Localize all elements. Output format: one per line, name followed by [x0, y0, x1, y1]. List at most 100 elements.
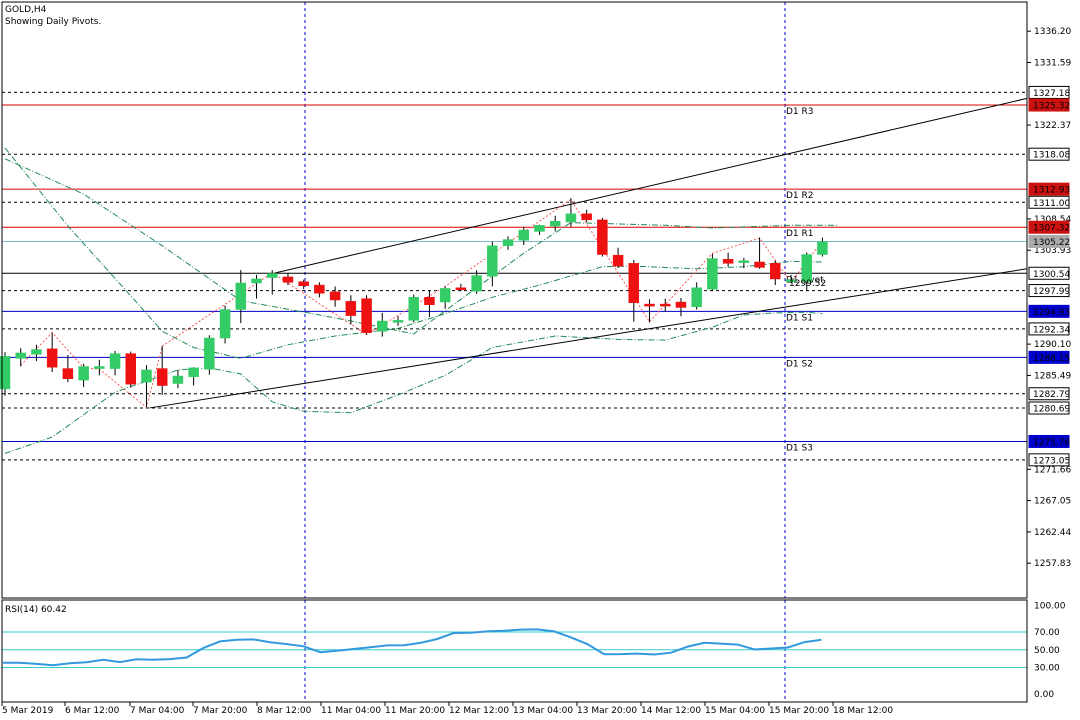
- bullish-candle: [172, 375, 184, 384]
- bullish-candle: [251, 278, 262, 284]
- pivot-label: D1 R2: [786, 191, 814, 201]
- bullish-candle: [691, 287, 702, 308]
- price-axis-label: 1322.37: [1034, 121, 1071, 131]
- price-tag-box: [1028, 234, 1070, 248]
- partial-price-label: 1299.52: [789, 279, 826, 289]
- price-tag-label: 1327.18: [1033, 89, 1070, 99]
- bearish-candle: [314, 284, 325, 294]
- bearish-candle: [675, 301, 687, 308]
- price-axis-label: 1308.54: [1034, 215, 1071, 225]
- price-axis-label: 1290.10: [1034, 340, 1071, 350]
- price-panel-border: [1, 1, 1028, 599]
- bearish-candle: [754, 261, 765, 268]
- bullish-candle: [377, 320, 388, 332]
- price-tag-label: 1294.93: [1033, 308, 1070, 318]
- pivot-label: D1 R1: [786, 229, 814, 239]
- price-tag-box: [1028, 284, 1070, 298]
- price-axis-label: 1303.93: [1034, 246, 1071, 256]
- bullish-candle: [78, 366, 89, 381]
- price-tag-label: 1280.69: [1033, 404, 1070, 414]
- pivot-label: D1 S1: [786, 313, 813, 323]
- price-tag-label: 1297.99: [1033, 287, 1070, 297]
- price-tag-label: 1273.05: [1033, 456, 1070, 466]
- bullish-candle: [565, 213, 577, 223]
- moving-average-line: [4, 311, 823, 454]
- price-tag-box: [1028, 220, 1070, 234]
- bearish-candle: [282, 276, 294, 283]
- price-tag-box: [1028, 147, 1070, 161]
- bearish-candle: [46, 348, 58, 368]
- bullish-candle: [141, 369, 152, 383]
- price-tag-box: [1028, 98, 1070, 112]
- bullish-candle: [94, 366, 105, 369]
- bullish-candle: [392, 320, 404, 323]
- time-axis-label: 6 Mar 12:00: [65, 706, 120, 716]
- price-tag-box: [1028, 85, 1070, 99]
- bullish-candle: [518, 229, 530, 241]
- moving-average-line: [4, 158, 839, 335]
- bearish-candle: [345, 301, 357, 316]
- price-axis-label: 1331.59: [1034, 58, 1071, 68]
- price-tag-label: 1318.08: [1033, 151, 1070, 161]
- bearish-candle: [612, 254, 624, 267]
- time-axis-label: 13 Mar 04:00: [513, 706, 573, 716]
- bullish-candle: [109, 353, 121, 369]
- rsi-axis-label: 30.00: [1034, 663, 1060, 673]
- bearish-candle: [455, 287, 467, 291]
- bearish-candle: [298, 281, 309, 286]
- bullish-candle: [408, 297, 419, 321]
- bearish-candle: [156, 368, 168, 386]
- bullish-candle: [487, 245, 498, 277]
- time-axis-label: 11 Mar 20:00: [385, 706, 445, 716]
- trendline: [275, 97, 1028, 274]
- bullish-candle: [707, 258, 718, 290]
- price-axis-label: 1262.44: [1034, 528, 1071, 538]
- time-axis-label: 13 Mar 20:00: [577, 706, 637, 716]
- bearish-candle: [361, 298, 372, 333]
- price-tag-box: [1028, 401, 1070, 415]
- chart-frame: 5 Mar 2019 6 Mar 12:00 7 Mar 04:00 7 Mar 20…: [1, 1, 1028, 716]
- pivot-label: D1 R3: [786, 107, 814, 117]
- time-axis-label: 18 Mar 12:00: [833, 706, 893, 716]
- bullish-candle: [785, 279, 797, 282]
- bullish-candle: [204, 337, 215, 370]
- price-tag-box: [1028, 453, 1070, 467]
- bullish-candle: [502, 239, 514, 246]
- price-tag-label: 1292.34: [1033, 325, 1070, 335]
- bullish-candle: [801, 254, 812, 282]
- price-tag-box: [1028, 387, 1070, 401]
- price-tag-label: 1282.79: [1033, 390, 1070, 400]
- bearish-candle: [424, 297, 435, 306]
- pivot-subtitle: Showing Daily Pivots.: [5, 17, 101, 27]
- time-axis-label: 7 Mar 20:00: [193, 706, 248, 716]
- price-tag-label: 1307.32: [1033, 224, 1070, 234]
- bearish-candle: [659, 303, 671, 307]
- symbol-timeframe-label: GOLD,H4: [5, 5, 47, 15]
- bullish-candle: [266, 273, 278, 278]
- time-axis-label: 7 Mar 04:00: [130, 706, 185, 716]
- pivot-label: D1 S2: [786, 359, 813, 369]
- rsi-panel[interactable]: 100.00 70.00 50.00 30.00 0.00: [2, 600, 1066, 702]
- price-tag-label: 1275.76: [1033, 438, 1070, 448]
- bullish-candle: [0, 356, 11, 390]
- bearish-candle: [597, 219, 608, 255]
- price-tag-box: [1028, 434, 1070, 448]
- bearish-candle: [581, 213, 592, 221]
- bullish-candle: [439, 288, 451, 303]
- bullish-candle: [188, 367, 199, 377]
- bullish-candle: [534, 225, 545, 232]
- price-tag-box: [1028, 322, 1070, 336]
- bullish-candle: [31, 349, 42, 355]
- trendline: [149, 268, 1028, 409]
- price-tag-box: [1028, 195, 1070, 209]
- price-tag-label: 1311.00: [1033, 199, 1070, 209]
- time-axis-label: 12 Mar 12:00: [449, 706, 509, 716]
- bullish-candle: [235, 282, 247, 310]
- bullish-candle: [549, 221, 561, 227]
- bearish-candle: [125, 353, 137, 385]
- bearish-candle: [628, 263, 640, 303]
- moving-average-line: [4, 147, 823, 359]
- price-axis-label: 1336.20: [1034, 27, 1071, 37]
